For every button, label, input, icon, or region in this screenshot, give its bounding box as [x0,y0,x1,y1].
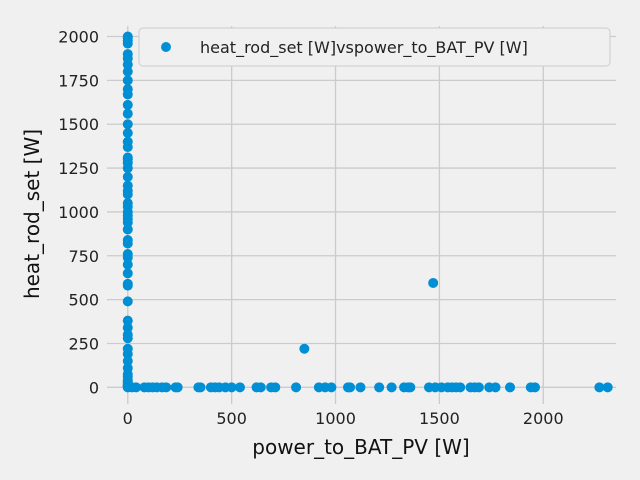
data-point [122,356,133,367]
y-tick-label: 1000 [58,203,99,222]
x-tick-label: 2000 [523,409,564,428]
data-point [122,66,133,77]
data-point [234,382,245,393]
x-tick-label: 1000 [315,409,356,428]
data-point [345,382,356,393]
y-tick-label: 0 [89,378,99,397]
data-point [602,382,613,393]
data-point [131,382,142,393]
data-point [122,349,133,360]
y-tick-label: 1250 [58,159,99,178]
data-point [122,280,133,291]
data-point [161,382,172,393]
y-tick-labels: 0 250 500 750 1000 1250 1500 1750 2000 [58,28,99,398]
data-points [122,31,613,393]
x-tick-label: 0 [123,409,133,428]
data-point [122,119,133,130]
data-point [428,277,439,288]
y-tick-label: 500 [68,291,99,310]
data-point [374,382,385,393]
data-point [122,296,133,307]
y-tick-label: 250 [68,334,99,353]
data-point [455,382,466,393]
y-tick-label: 1750 [58,71,99,90]
data-point [299,343,310,354]
legend-box [138,27,611,67]
data-point [505,382,516,393]
data-point [122,315,133,326]
data-point [195,382,206,393]
data-point [122,268,133,279]
data-point [122,163,133,174]
data-point [122,238,133,249]
data-point [594,382,605,393]
legend-marker [161,42,171,52]
y-tick-label: 1500 [58,115,99,134]
data-point [122,59,133,70]
legend: heat_rod_set [W]vspower_to_BAT_PV [W] [138,27,611,67]
data-point [386,382,397,393]
legend-label: heat_rod_set [W]vspower_to_BAT_PV [W] [200,38,528,58]
data-point [122,333,133,344]
data-point [405,382,416,393]
data-point [122,259,133,270]
data-point [291,382,302,393]
data-point [255,382,266,393]
data-point [122,322,133,333]
data-point [122,38,133,49]
data-point [122,75,133,86]
data-point [122,99,133,110]
data-point [326,382,337,393]
y-tick-label: 2000 [58,28,99,47]
data-point [122,142,133,153]
data-point [529,382,540,393]
data-point [355,382,366,393]
data-point [270,382,281,393]
x-tick-label: 1500 [419,409,460,428]
data-point [473,382,484,393]
data-point [122,252,133,263]
y-axis-label: heat_rod_set [W] [20,129,44,299]
data-point [226,382,237,393]
x-axis-label: power_to_BAT_PV [W] [252,435,469,459]
data-point [490,382,501,393]
data-point [122,108,133,119]
x-tick-labels: 0 500 1000 1500 2000 [123,409,564,428]
data-point [122,171,133,182]
data-point [122,224,133,235]
data-point [122,217,133,228]
grid-lines [107,26,616,404]
data-point [122,127,133,138]
data-point [122,89,133,100]
x-tick-label: 500 [216,409,247,428]
data-point [172,382,183,393]
y-tick-label: 750 [68,247,99,266]
data-point [122,189,133,200]
